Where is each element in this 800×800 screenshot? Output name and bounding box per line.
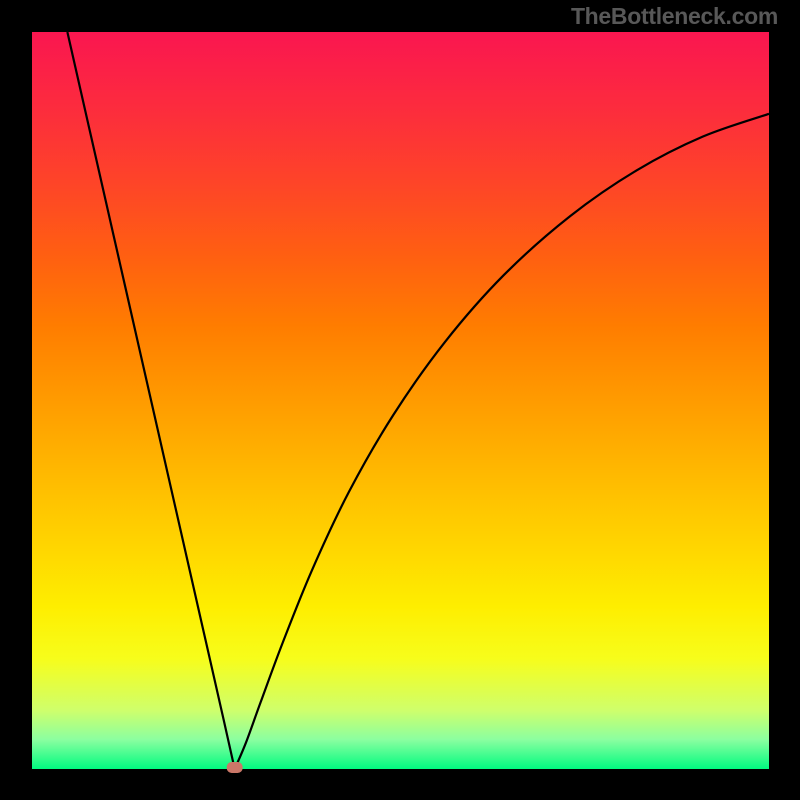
minimum-marker xyxy=(227,762,243,773)
chart-container: { "watermark_text": "TheBottleneck.com",… xyxy=(0,0,800,800)
plot-background xyxy=(32,32,769,769)
watermark-text: TheBottleneck.com xyxy=(571,3,778,30)
bottleneck-chart xyxy=(0,0,800,800)
